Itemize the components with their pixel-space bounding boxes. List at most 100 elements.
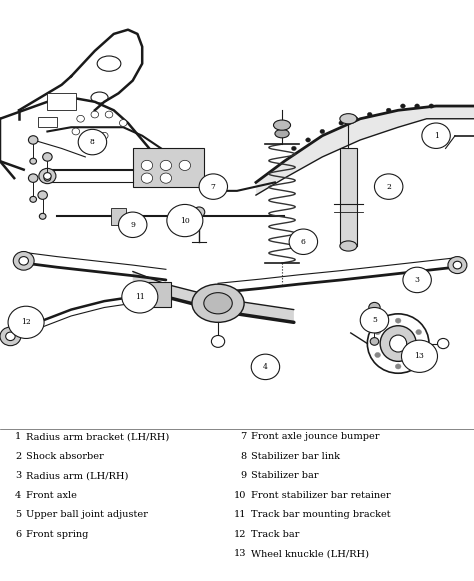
Circle shape	[72, 128, 80, 135]
Ellipse shape	[192, 284, 244, 322]
Text: 5: 5	[15, 510, 21, 519]
Text: 7: 7	[240, 432, 246, 441]
Circle shape	[0, 327, 21, 346]
Circle shape	[78, 130, 107, 155]
Circle shape	[39, 213, 46, 219]
Circle shape	[375, 329, 381, 335]
Circle shape	[86, 132, 94, 139]
Text: 11: 11	[135, 293, 145, 301]
Circle shape	[251, 354, 280, 379]
Circle shape	[360, 307, 389, 333]
Text: 6: 6	[301, 238, 306, 246]
Circle shape	[30, 196, 36, 202]
Circle shape	[386, 108, 391, 112]
Circle shape	[375, 353, 381, 357]
Text: 1: 1	[15, 432, 21, 441]
Text: 13: 13	[234, 549, 246, 558]
Circle shape	[403, 267, 431, 293]
Circle shape	[370, 338, 379, 345]
Text: 12: 12	[21, 318, 31, 327]
Text: 7: 7	[211, 182, 216, 191]
Circle shape	[160, 173, 172, 183]
FancyBboxPatch shape	[111, 208, 126, 225]
Ellipse shape	[275, 130, 289, 138]
Circle shape	[141, 173, 153, 183]
Text: 4: 4	[263, 363, 268, 371]
Circle shape	[28, 136, 38, 144]
Circle shape	[438, 339, 449, 349]
Circle shape	[422, 123, 450, 149]
Text: 6: 6	[15, 530, 21, 539]
Circle shape	[91, 111, 99, 118]
Circle shape	[28, 174, 38, 182]
Text: 10: 10	[234, 491, 246, 500]
FancyBboxPatch shape	[133, 148, 204, 187]
Text: 8: 8	[90, 138, 95, 146]
Text: Front spring: Front spring	[26, 530, 89, 539]
Circle shape	[289, 229, 318, 254]
Circle shape	[77, 116, 84, 122]
Circle shape	[395, 364, 401, 369]
Text: Stabilizer bar: Stabilizer bar	[251, 471, 319, 480]
Text: Radius arm (LH/RH): Radius arm (LH/RH)	[26, 471, 128, 480]
Ellipse shape	[367, 314, 429, 373]
Text: Upper ball joint adjuster: Upper ball joint adjuster	[26, 510, 148, 519]
Text: Track bar mounting bracket: Track bar mounting bracket	[251, 510, 391, 519]
Circle shape	[416, 329, 421, 335]
Circle shape	[339, 121, 344, 125]
Circle shape	[415, 104, 419, 108]
Text: Stabilizer bar link: Stabilizer bar link	[251, 451, 340, 461]
Circle shape	[374, 174, 403, 199]
Text: 8: 8	[240, 451, 246, 461]
Text: 2: 2	[15, 451, 21, 461]
Circle shape	[448, 257, 467, 274]
Polygon shape	[256, 106, 474, 195]
Ellipse shape	[390, 335, 407, 352]
Circle shape	[369, 302, 380, 313]
Circle shape	[179, 160, 191, 170]
Circle shape	[13, 252, 34, 270]
Polygon shape	[133, 271, 294, 322]
Text: 13: 13	[415, 352, 424, 360]
Circle shape	[429, 104, 434, 108]
Text: Front axle jounce bumper: Front axle jounce bumper	[251, 432, 380, 441]
Text: Track bar: Track bar	[251, 530, 300, 539]
Ellipse shape	[273, 120, 291, 130]
FancyBboxPatch shape	[369, 325, 380, 332]
Circle shape	[43, 153, 52, 161]
Circle shape	[306, 138, 310, 142]
Circle shape	[353, 117, 358, 121]
Text: 3: 3	[415, 276, 419, 284]
Circle shape	[122, 281, 158, 313]
Circle shape	[44, 175, 51, 181]
Ellipse shape	[204, 293, 232, 314]
Circle shape	[39, 168, 56, 184]
Circle shape	[199, 174, 228, 199]
Text: Shock absorber: Shock absorber	[26, 451, 104, 461]
Text: Wheel knuckle (LH/RH): Wheel knuckle (LH/RH)	[251, 549, 369, 558]
Text: Radius arm bracket (LH/RH): Radius arm bracket (LH/RH)	[26, 432, 169, 441]
Circle shape	[8, 306, 44, 339]
Circle shape	[105, 111, 113, 118]
Circle shape	[118, 212, 147, 238]
Circle shape	[211, 335, 225, 347]
Circle shape	[401, 104, 405, 108]
Text: 4: 4	[15, 491, 21, 500]
Circle shape	[453, 261, 462, 269]
FancyBboxPatch shape	[133, 282, 171, 307]
Circle shape	[100, 132, 108, 139]
Text: 3: 3	[15, 471, 21, 480]
Circle shape	[6, 332, 15, 340]
Circle shape	[320, 130, 325, 134]
Circle shape	[292, 146, 296, 150]
Circle shape	[167, 205, 203, 236]
Ellipse shape	[340, 241, 357, 251]
Circle shape	[119, 120, 127, 127]
Text: 1: 1	[434, 132, 438, 139]
Text: 9: 9	[240, 471, 246, 480]
Text: 9: 9	[130, 221, 135, 229]
FancyBboxPatch shape	[340, 149, 357, 246]
Circle shape	[367, 112, 372, 117]
FancyBboxPatch shape	[38, 117, 57, 127]
Circle shape	[19, 257, 28, 265]
